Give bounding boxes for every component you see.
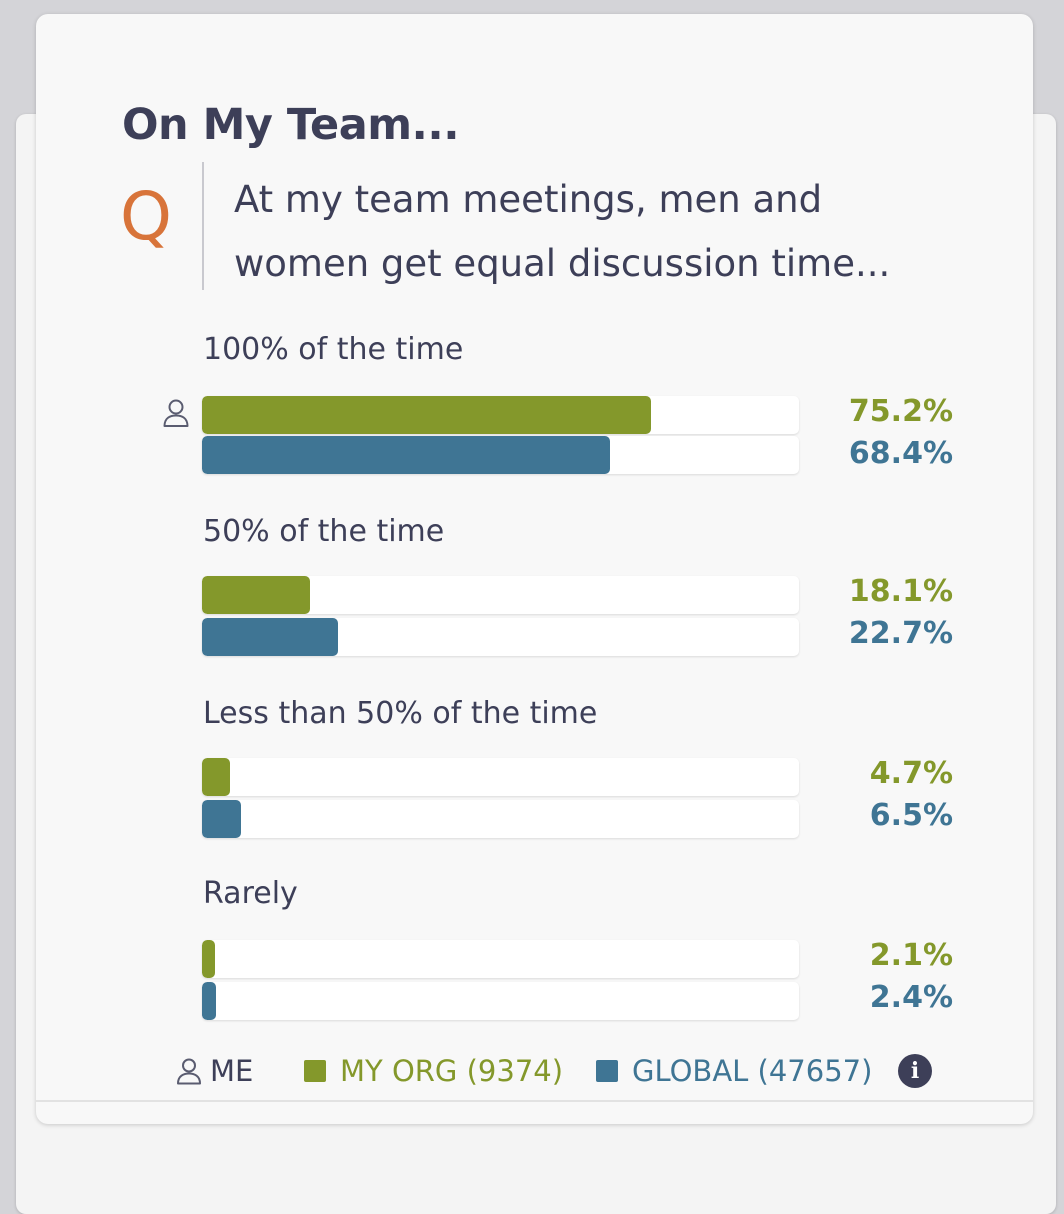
bar-track	[202, 800, 799, 838]
answer-label: 100% of the time	[203, 332, 464, 367]
value-label-global: 2.4%	[869, 980, 953, 1015]
bar-track	[202, 396, 799, 434]
bar-track	[202, 618, 799, 656]
question-line-2: women get equal discussion time...	[234, 242, 891, 285]
bar-my-org	[202, 396, 651, 434]
card-title: On My Team...	[122, 100, 460, 150]
legend-my-org-label: MY ORG (9374)	[340, 1054, 564, 1088]
info-icon[interactable]: i	[898, 1054, 932, 1088]
bar-global	[202, 436, 611, 474]
bar-track	[202, 940, 799, 978]
bar-track	[202, 758, 799, 796]
value-label-my-org: 18.1%	[848, 574, 953, 609]
card-divider	[36, 1100, 1033, 1102]
answer-label: Less than 50% of the time	[203, 696, 598, 731]
answer-label: Rarely	[203, 876, 298, 911]
question-marker: Q	[120, 178, 172, 255]
question-card: On My Team... Q At my team meetings, men…	[36, 14, 1033, 1124]
value-label-my-org: 4.7%	[869, 756, 953, 791]
bar-my-org	[202, 576, 311, 614]
bar-global	[202, 800, 241, 838]
legend-me: ME	[176, 1054, 253, 1088]
bar-global	[202, 618, 338, 656]
value-label-my-org: 2.1%	[869, 938, 953, 973]
value-label-global: 6.5%	[869, 798, 953, 833]
chart-legend: ME MY ORG (9374) GLOBAL (47657)	[36, 1052, 1033, 1092]
legend-global-label: GLOBAL (47657)	[632, 1054, 873, 1088]
legend-my-org: MY ORG (9374)	[304, 1054, 563, 1088]
bar-my-org	[202, 758, 231, 796]
answer-label: 50% of the time	[203, 514, 445, 549]
value-label-global: 22.7%	[848, 616, 953, 651]
question-text: At my team meetings, men and women get e…	[234, 168, 994, 296]
bar-track	[202, 982, 799, 1020]
value-label-global: 68.4%	[848, 436, 953, 471]
bar-global	[202, 982, 217, 1020]
question-line-1: At my team meetings, men and	[234, 178, 823, 221]
legend-swatch-global	[596, 1060, 618, 1082]
person-outline-icon	[177, 1058, 201, 1085]
bar-track	[202, 436, 799, 474]
legend-global: GLOBAL (47657)	[596, 1054, 872, 1088]
question-divider	[202, 162, 204, 290]
legend-swatch-my-org	[304, 1060, 326, 1082]
bar-track	[202, 576, 799, 614]
legend-me-label: ME	[210, 1054, 254, 1088]
me-answer-icon	[163, 399, 189, 427]
bar-my-org	[202, 940, 215, 978]
value-label-my-org: 75.2%	[848, 394, 953, 429]
